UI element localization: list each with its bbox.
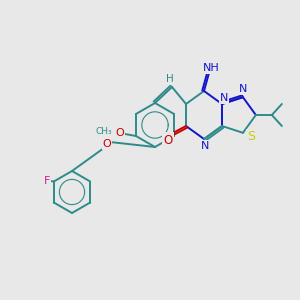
Text: O: O xyxy=(164,134,172,146)
Text: N: N xyxy=(201,141,209,151)
Text: N: N xyxy=(239,84,247,94)
Text: N: N xyxy=(220,93,228,103)
Text: S: S xyxy=(247,130,255,143)
Text: F: F xyxy=(44,176,50,185)
Text: O: O xyxy=(116,128,124,138)
Text: NH: NH xyxy=(202,63,219,73)
Text: O: O xyxy=(103,139,111,149)
Text: CH₃: CH₃ xyxy=(96,128,112,136)
Text: H: H xyxy=(166,74,174,84)
